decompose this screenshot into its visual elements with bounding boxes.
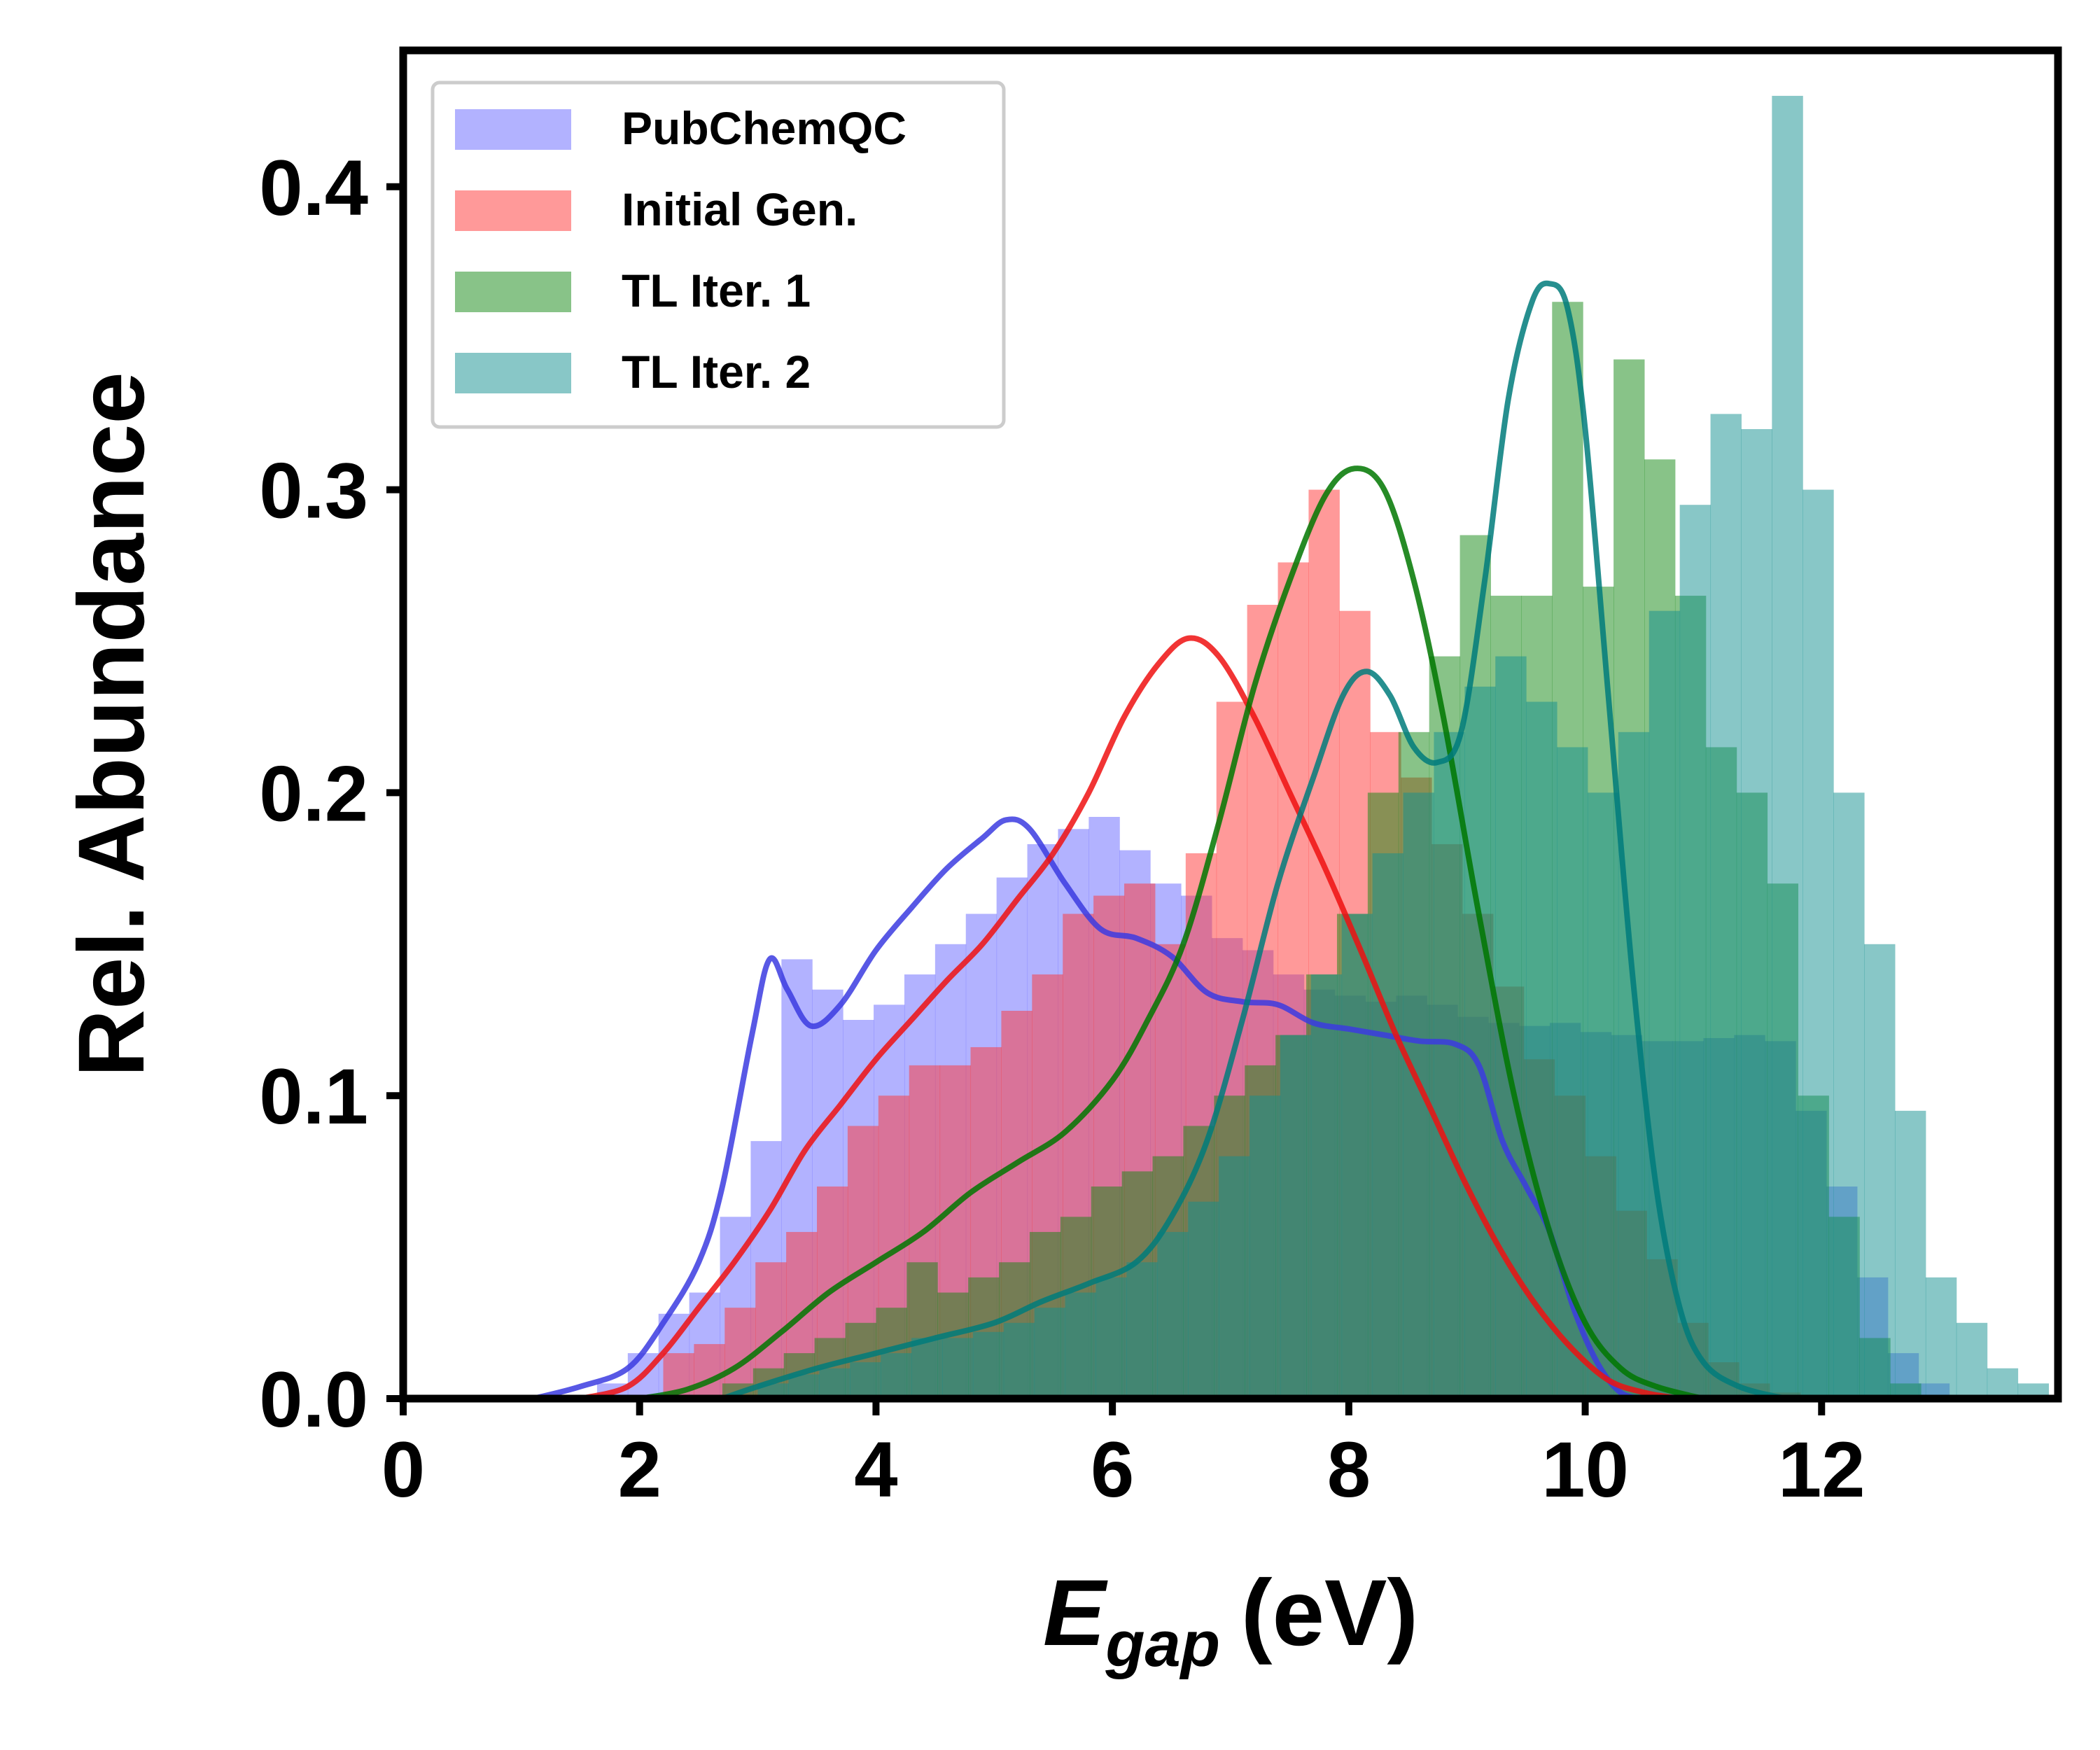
- histogram-bar: [788, 1374, 820, 1399]
- histogram-bar: [1003, 1322, 1035, 1399]
- y-tick-label: 0.3: [259, 447, 368, 535]
- kde-line-initial-gen: [580, 635, 1681, 1401]
- x-axis-label-subscript: gap: [1105, 1609, 1220, 1680]
- histogram-bar: [1833, 792, 1865, 1399]
- x-tick-label: 8: [1327, 1426, 1371, 1513]
- histogram-tl-iter-2: [757, 95, 2049, 1399]
- y-tick-label: 0.0: [259, 1356, 368, 1443]
- histogram-bar: [1280, 1035, 1312, 1399]
- x-tick-label: 6: [1091, 1426, 1134, 1513]
- histogram-bar: [1372, 853, 1404, 1399]
- histogram-bar: [1587, 792, 1619, 1399]
- legend-swatch: [455, 109, 571, 150]
- x-tick-label: 2: [618, 1426, 662, 1513]
- histogram-bar: [1034, 1308, 1066, 1399]
- x-axis-label-unit: (eV): [1241, 1561, 1418, 1665]
- kde-line-tl-iter-2: [721, 280, 1787, 1401]
- histogram-bar: [1188, 1201, 1219, 1399]
- kde-line-pubchemqc: [532, 816, 1645, 1401]
- histogram-bar: [1864, 944, 1896, 1399]
- histogram-bar: [1710, 414, 1742, 1399]
- histogram-bar: [1894, 1110, 1926, 1399]
- legend: PubChemQC Initial Gen. TL Iter. 1 TL Iter. …: [430, 80, 1006, 429]
- histogram-bar: [1310, 974, 1343, 1399]
- kde-curves: [532, 280, 1787, 1401]
- histogram-bar: [1618, 732, 1650, 1399]
- legend-swatch: [455, 272, 571, 312]
- x-tick-label: 0: [382, 1426, 425, 1513]
- histogram-bar: [819, 1368, 850, 1399]
- histogram-bar: [1956, 1322, 1988, 1399]
- legend-swatch: [455, 190, 571, 231]
- legend-label: TL Iter. 1: [622, 265, 811, 316]
- histogram-bar: [1403, 792, 1434, 1399]
- plot-frame: [399, 46, 2062, 1403]
- histogram-bar: [972, 1331, 1004, 1399]
- histogram-bar: [1219, 1156, 1250, 1399]
- histogram-bar: [1772, 95, 1803, 1399]
- y-tick-label: 0.1: [259, 1053, 368, 1140]
- histogram-bar: [1464, 686, 1496, 1399]
- histogram-bar: [1065, 1292, 1097, 1399]
- histogram-bars: [596, 95, 2049, 1399]
- legend-label: PubChemQC: [622, 102, 906, 154]
- x-tick-label: 12: [1778, 1426, 1865, 1513]
- histogram-bar: [694, 1344, 725, 1399]
- histogram-bar: [1925, 1277, 1957, 1399]
- legend-box: [430, 80, 1006, 429]
- histogram-bar: [1987, 1368, 2019, 1399]
- histogram-bar: [941, 1338, 974, 1399]
- histogram-bar: [1526, 701, 1558, 1399]
- histogram-bar: [1157, 1231, 1189, 1399]
- histogram-bar: [1741, 429, 1772, 1399]
- histogram-bar: [911, 1338, 943, 1399]
- y-axis-label: Rel. Abundance: [59, 372, 164, 1077]
- histogram-bar: [1250, 1096, 1281, 1399]
- legend-label: Initial Gen.: [622, 183, 858, 235]
- x-axis-label: Egap (eV): [1043, 1561, 1418, 1680]
- histogram-bar: [850, 1362, 881, 1399]
- legend-swatch: [455, 353, 571, 393]
- y-tick-label: 0.4: [259, 144, 368, 232]
- histogram-bar: [1648, 610, 1681, 1399]
- histogram-bar: [881, 1353, 912, 1399]
- histogram-bar: [1096, 1277, 1127, 1399]
- legend-label: TL Iter. 2: [622, 346, 811, 398]
- y-tick-label: 0.2: [259, 750, 368, 837]
- histogram-bar: [1802, 489, 1834, 1399]
- x-tick-label: 4: [854, 1426, 897, 1513]
- x-tick-label: 10: [1541, 1426, 1629, 1513]
- histogram-bar: [1126, 1262, 1158, 1399]
- axis-ticks: 0 2 4 6 8 10 12 0.0 0.1 0.2 0.3 0.4: [259, 144, 1865, 1513]
- x-axis-label-symbol: E: [1043, 1561, 1108, 1665]
- histogram-bar: [1679, 505, 1712, 1399]
- kde-line-tl-iter-1: [638, 465, 1704, 1401]
- histogram-bar: [1434, 732, 1465, 1399]
- histogram-bar: [1341, 913, 1373, 1399]
